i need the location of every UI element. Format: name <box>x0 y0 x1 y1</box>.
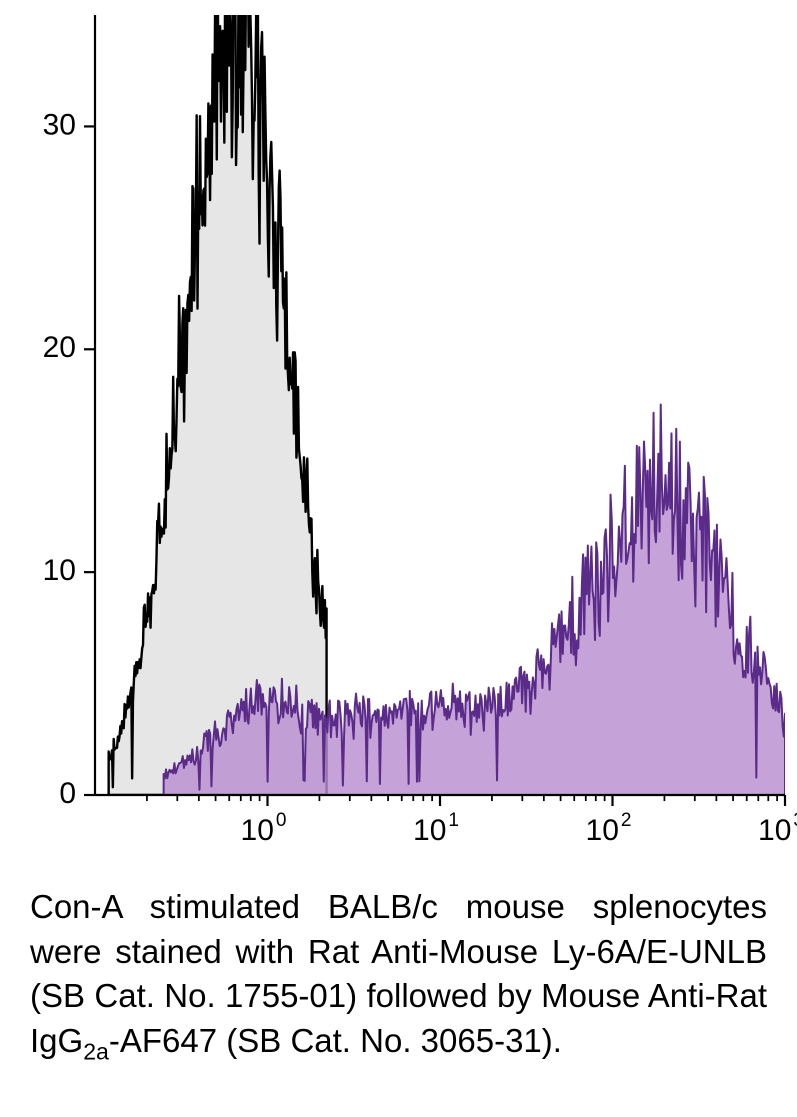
series-control <box>109 0 327 795</box>
x-tick-label: 103 <box>758 810 797 847</box>
y-tick-label: 30 <box>43 108 76 141</box>
x-tick-label: 100 <box>241 810 287 847</box>
x-tick-label: 102 <box>586 810 632 847</box>
x-tick-label: 101 <box>413 810 459 847</box>
chart-svg: 0 10 20 30 100 101 102 103 <box>0 0 797 870</box>
histogram-chart: 0 10 20 30 100 101 102 103 <box>0 0 797 870</box>
caption-text: -AF647 (SB Cat. No. 3065-31). <box>109 1022 562 1059</box>
caption-subscript: 2a <box>83 1038 109 1064</box>
y-tick-label: 0 <box>59 777 76 810</box>
y-tick-label: 10 <box>43 554 76 587</box>
y-tick-label: 20 <box>43 331 76 364</box>
series-group <box>109 0 785 795</box>
figure-caption: Con-A stimulated BALB/c mouse splenocyte… <box>30 885 767 1063</box>
